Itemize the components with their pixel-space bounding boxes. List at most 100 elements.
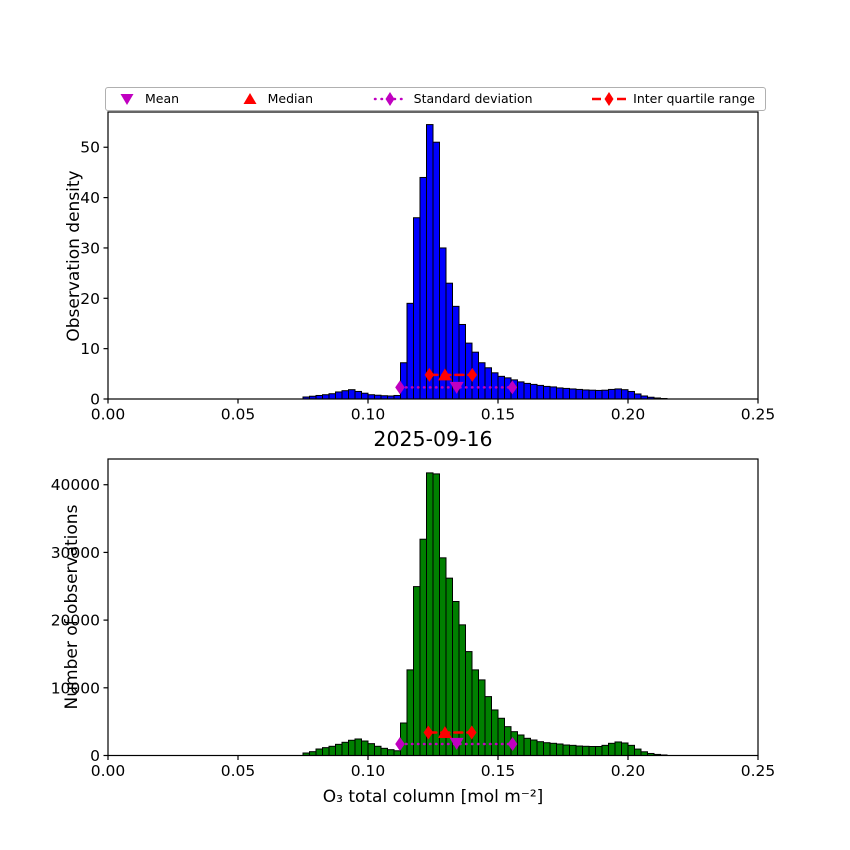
- top-y-axis-label: Observation density: [64, 170, 84, 342]
- histogram-bar: [341, 390, 349, 400]
- triangle-up-icon: [243, 93, 257, 104]
- histogram-bar: [419, 176, 427, 400]
- histogram-bar: [517, 734, 525, 757]
- histogram-bar: [380, 747, 388, 756]
- histogram-bar: [575, 388, 583, 400]
- median-triangle-up-marker: [437, 368, 452, 381]
- legend-diamond-icon: [592, 92, 627, 106]
- histogram-bar: [556, 387, 564, 400]
- x-tick-label: 0.15: [481, 406, 516, 424]
- legend-diamond-icon: [373, 92, 406, 106]
- x-axis-label: O₃ total column [mol m⁻²]: [322, 787, 544, 807]
- histogram-bar: [322, 394, 330, 400]
- diamond-icon: [385, 92, 395, 106]
- histogram-bar: [614, 741, 622, 756]
- histogram-bar: [465, 651, 473, 756]
- x-tick-label: 0.10: [351, 406, 386, 424]
- axes-frame: [107, 111, 759, 400]
- histogram-bar: [536, 741, 544, 757]
- histogram-bar: [439, 557, 447, 756]
- mean-triangle-down-marker: [449, 381, 464, 394]
- iqr-range-start-diamond-marker: [423, 725, 434, 740]
- bottom-y-axis-label: Number of observations: [62, 504, 82, 710]
- median-triangle-up-marker: [437, 725, 452, 738]
- bottom-plot: 0.00 0.05 0.10 0.15 0.20 0.25 0 10000 20000 30000…: [51, 458, 775, 780]
- legend-label: Mean: [145, 90, 180, 106]
- histogram-bar: [530, 739, 538, 756]
- histogram-bar: [335, 391, 343, 400]
- x-tick-label: 0.15: [481, 762, 516, 780]
- histogram-bar: [497, 717, 505, 756]
- histogram-bar: [361, 392, 369, 400]
- histogram-bar: [426, 124, 434, 400]
- histogram-bar: [601, 389, 609, 400]
- histogram-bar: [588, 745, 596, 757]
- x-tick-label: 0.25: [741, 406, 776, 424]
- histogram-bar: [595, 745, 603, 757]
- histogram-bar: [361, 740, 369, 757]
- top-plot: 0.00 0.05 0.10 0.15 0.20 0.25 0 10 20 30 40 50: [80, 111, 776, 424]
- histogram-bar: [627, 390, 635, 400]
- iqr-range-end-diamond-marker: [466, 725, 477, 740]
- histogram-bar: [608, 742, 616, 756]
- histogram-bar: [328, 745, 336, 756]
- histogram-bar: [543, 742, 551, 756]
- legend-label: Standard deviation: [413, 90, 533, 106]
- legend-label: Median: [267, 90, 314, 106]
- std-range-start-diamond-marker: [395, 380, 405, 395]
- histogram-bar: [445, 577, 453, 756]
- legend-item: Mean: [116, 90, 179, 108]
- histogram-bar: [328, 393, 336, 400]
- iqr-range-start-diamond-marker: [424, 367, 435, 382]
- histogram-bar: [348, 389, 356, 400]
- plot-title: 2025-09-16: [373, 427, 493, 451]
- diamond-icon: [604, 92, 614, 106]
- axes-frame: [107, 458, 759, 757]
- histogram-bar: [543, 385, 551, 400]
- x-tick-label: 0.10: [351, 762, 386, 780]
- histogram-bar: [634, 748, 642, 757]
- x-tick-label: 0.20: [611, 406, 646, 424]
- histogram-bar: [549, 742, 557, 756]
- triangle-down-icon: [120, 94, 134, 105]
- histogram-bar: [406, 669, 414, 756]
- mean-triangle-down-marker: [449, 737, 464, 750]
- histogram-bar: [354, 390, 362, 400]
- y-tick-label: 10: [80, 340, 100, 358]
- histogram-bar: [484, 696, 492, 756]
- histogram-bar: [387, 749, 395, 756]
- histogram-bars: [302, 472, 668, 757]
- iqr-range-end-diamond-marker: [467, 367, 478, 382]
- histogram-bar: [478, 362, 486, 400]
- histogram-bar: [523, 737, 531, 757]
- histogram-bar: [445, 282, 453, 400]
- histogram-bar: [608, 388, 616, 400]
- x-tick-label: 0.20: [611, 762, 646, 780]
- x-tick-label: 0.00: [91, 762, 126, 780]
- histogram-bar: [348, 739, 356, 757]
- histogram-bar: [367, 394, 375, 400]
- legend-triangle-up-icon: [243, 93, 257, 104]
- histogram-bar: [432, 141, 440, 400]
- histogram-bar: [582, 389, 590, 400]
- y-tick-label: 20000: [51, 612, 100, 630]
- legend-label: Inter quartile range: [633, 90, 755, 106]
- histogram-bar: [322, 747, 330, 756]
- legend-item: Median: [239, 90, 313, 108]
- histogram-bar: [569, 388, 577, 400]
- histogram-bar: [530, 383, 538, 400]
- histogram-bar: [634, 393, 642, 400]
- histogram-bar: [582, 745, 590, 756]
- histogram-bar: [374, 745, 382, 756]
- histogram-bar: [419, 538, 427, 756]
- histogram-bar: [413, 586, 421, 757]
- std-range-start-diamond-marker: [395, 736, 405, 751]
- histogram-bar: [393, 750, 401, 756]
- histogram-bar: [432, 473, 440, 756]
- histogram-bar: [315, 748, 323, 756]
- histogram-bar: [341, 741, 349, 757]
- y-tick-label: 0: [90, 391, 100, 409]
- histogram-bar: [400, 362, 408, 400]
- y-tick-label: 40: [80, 189, 100, 207]
